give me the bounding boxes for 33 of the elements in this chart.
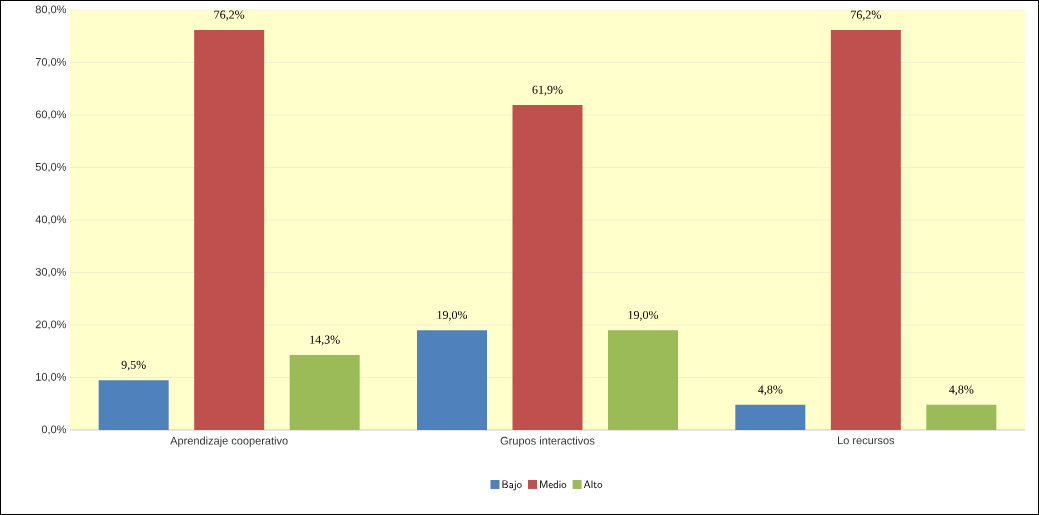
y-tick-label: 20,0% — [35, 320, 67, 330]
bar — [608, 330, 678, 430]
y-tick-label: 80,0% — [35, 5, 67, 15]
data-label: 19,0% — [437, 310, 468, 321]
y-tick-label: 0,0% — [41, 425, 67, 435]
legend-label: Bajo — [502, 480, 522, 491]
y-tick-label: 70,0% — [35, 57, 67, 68]
data-label: 76,2% — [851, 10, 881, 21]
y-tick-label: 50,0% — [35, 162, 67, 173]
bar — [830, 29, 901, 430]
data-label: 76,2% — [214, 10, 245, 21]
data-label: 19,0% — [628, 310, 659, 321]
y-tick-label: 60,0% — [35, 110, 67, 120]
legend-label: Alto — [583, 480, 603, 489]
y-tick-label: 30,0% — [35, 267, 67, 278]
bar — [417, 330, 487, 430]
data-label: 61,9% — [532, 85, 563, 96]
bar — [194, 29, 265, 430]
bar — [98, 380, 169, 430]
bar — [926, 404, 997, 430]
data-label: 4,8% — [758, 385, 783, 396]
x-tick-label: Aprendizaje cooperativo — [170, 436, 288, 447]
legend-label: Medio — [540, 480, 567, 489]
data-label: 4,8% — [949, 385, 974, 396]
bar — [735, 404, 806, 430]
bar — [512, 105, 583, 430]
y-tick-label: 10,0% — [36, 372, 67, 383]
x-tick-label: Lo recursos — [838, 436, 895, 445]
data-label: 14,3% — [310, 335, 340, 346]
x-tick-label: Grupos interactivos — [500, 436, 595, 447]
y-tick-label: 40,0% — [35, 215, 67, 225]
data-label: 9,5% — [121, 360, 146, 371]
bar — [289, 354, 360, 430]
